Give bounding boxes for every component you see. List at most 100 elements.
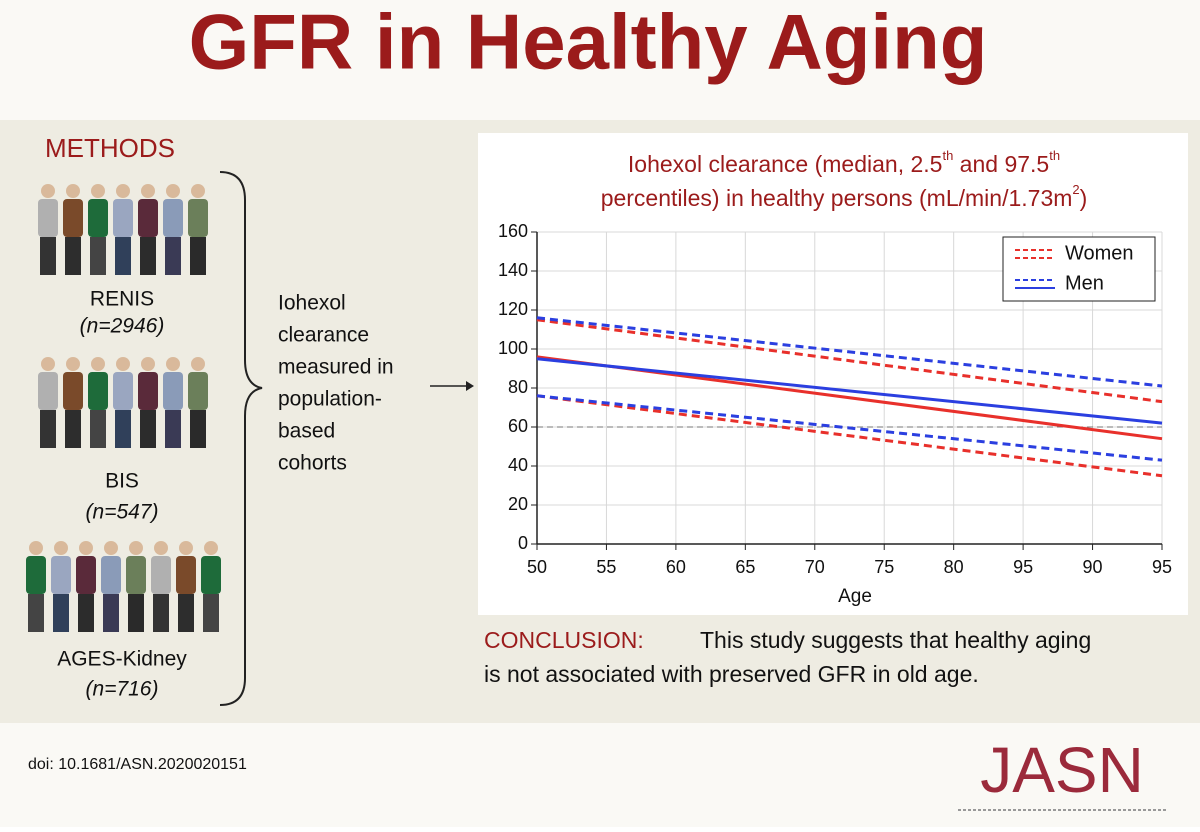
logo: JASN xyxy=(980,734,1144,806)
person-legs xyxy=(78,594,94,632)
person-head xyxy=(179,541,193,555)
x-tick-label: 75 xyxy=(874,557,894,577)
person-head xyxy=(41,184,55,198)
person-head xyxy=(66,357,80,371)
person-head xyxy=(104,541,118,555)
legend-box xyxy=(1002,236,1156,302)
person-body xyxy=(138,372,158,410)
person-head xyxy=(191,357,205,371)
cohort-size: (n=547) xyxy=(86,501,159,524)
person-legs xyxy=(103,594,119,632)
chart-title-part: percentiles) in healthy persons (mL/min/… xyxy=(601,185,1073,211)
x-tick-label: 50 xyxy=(527,557,547,577)
person-body xyxy=(188,372,208,410)
methods-label: METHODS xyxy=(45,133,175,163)
person-legs xyxy=(140,410,156,448)
chart-title: Iohexol clearance (median, 2.5th and 97.… xyxy=(628,148,1060,177)
chart-title-part: and 97.5 xyxy=(953,151,1049,177)
person-legs xyxy=(90,237,106,275)
y-tick-label: 140 xyxy=(498,260,528,280)
x-tick-label: 95 xyxy=(1013,557,1033,577)
person-body xyxy=(163,372,183,410)
person-legs xyxy=(65,237,81,275)
person-head xyxy=(91,184,105,198)
x-axis-label: Age xyxy=(838,586,872,607)
y-tick-label: 0 xyxy=(518,533,528,553)
median-line xyxy=(536,357,1163,425)
percentile-line xyxy=(536,394,1163,478)
person-legs xyxy=(40,410,56,448)
person-head xyxy=(141,357,155,371)
y-tick-label: 60 xyxy=(508,416,528,436)
person-head xyxy=(141,184,155,198)
cohort-name: AGES-Kidney xyxy=(57,648,187,671)
chart-title-part: ) xyxy=(1080,185,1088,211)
person-legs xyxy=(115,410,131,448)
legend-label: Men xyxy=(1065,272,1104,294)
methods-text: clearance xyxy=(278,324,369,347)
person-head xyxy=(204,541,218,555)
chart-title-sup: th xyxy=(942,148,953,163)
chart-title-sup: 2 xyxy=(1072,182,1079,197)
person-body xyxy=(76,556,96,594)
person-legs xyxy=(190,410,206,448)
person-body xyxy=(101,556,121,594)
x-tick-label: 70 xyxy=(805,557,825,577)
person-legs xyxy=(53,594,69,632)
person-legs xyxy=(203,594,219,632)
percentile-line xyxy=(536,318,1163,404)
methods-text: based xyxy=(278,420,335,443)
x-tick-label: 90 xyxy=(1083,557,1103,577)
person-body xyxy=(26,556,46,594)
person-body xyxy=(63,372,83,410)
person-head xyxy=(116,357,130,371)
person-head xyxy=(29,541,43,555)
conclusion-text: is not associated with preserved GFR in … xyxy=(484,661,979,687)
x-tick-label: 80 xyxy=(944,557,964,577)
person-legs xyxy=(28,594,44,632)
person-head xyxy=(66,184,80,198)
person-head xyxy=(116,184,130,198)
percentile-line xyxy=(536,394,1163,462)
person-legs xyxy=(165,410,181,448)
y-tick-label: 120 xyxy=(498,299,528,319)
person-body xyxy=(63,199,83,237)
person-legs xyxy=(65,410,81,448)
chart-title-sup: th xyxy=(1049,148,1060,163)
person-head xyxy=(41,357,55,371)
arrow-head xyxy=(466,381,474,391)
person-body xyxy=(88,372,108,410)
brace xyxy=(219,171,263,706)
person-body xyxy=(38,372,58,410)
chart-panel xyxy=(478,133,1188,615)
person-body xyxy=(38,199,58,237)
legend-label: Women xyxy=(1065,242,1134,264)
person-head xyxy=(91,357,105,371)
methods-text: Iohexol xyxy=(278,292,346,315)
person-body xyxy=(113,199,133,237)
cohort-size: (n=2946) xyxy=(80,315,165,338)
person-body xyxy=(51,556,71,594)
person-body xyxy=(176,556,196,594)
methods-text: population- xyxy=(278,388,382,411)
methods-text: measured in xyxy=(278,356,394,379)
person-body xyxy=(126,556,146,594)
person-legs xyxy=(178,594,194,632)
conclusion-label: CONCLUSION: xyxy=(484,627,644,653)
person-legs xyxy=(153,594,169,632)
y-tick-label: 100 xyxy=(498,338,528,358)
person-head xyxy=(191,184,205,198)
x-tick-label: 65 xyxy=(735,557,755,577)
person-legs xyxy=(90,410,106,448)
y-tick-label: 160 xyxy=(498,221,528,241)
person-body xyxy=(188,199,208,237)
person-body xyxy=(138,199,158,237)
person-head xyxy=(166,357,180,371)
cohort-size: (n=716) xyxy=(86,678,159,701)
person-legs xyxy=(190,237,206,275)
methods-text: cohorts xyxy=(278,452,347,475)
x-tick-label: 55 xyxy=(596,557,616,577)
x-tick-label: 95 xyxy=(1152,557,1172,577)
person-legs xyxy=(128,594,144,632)
